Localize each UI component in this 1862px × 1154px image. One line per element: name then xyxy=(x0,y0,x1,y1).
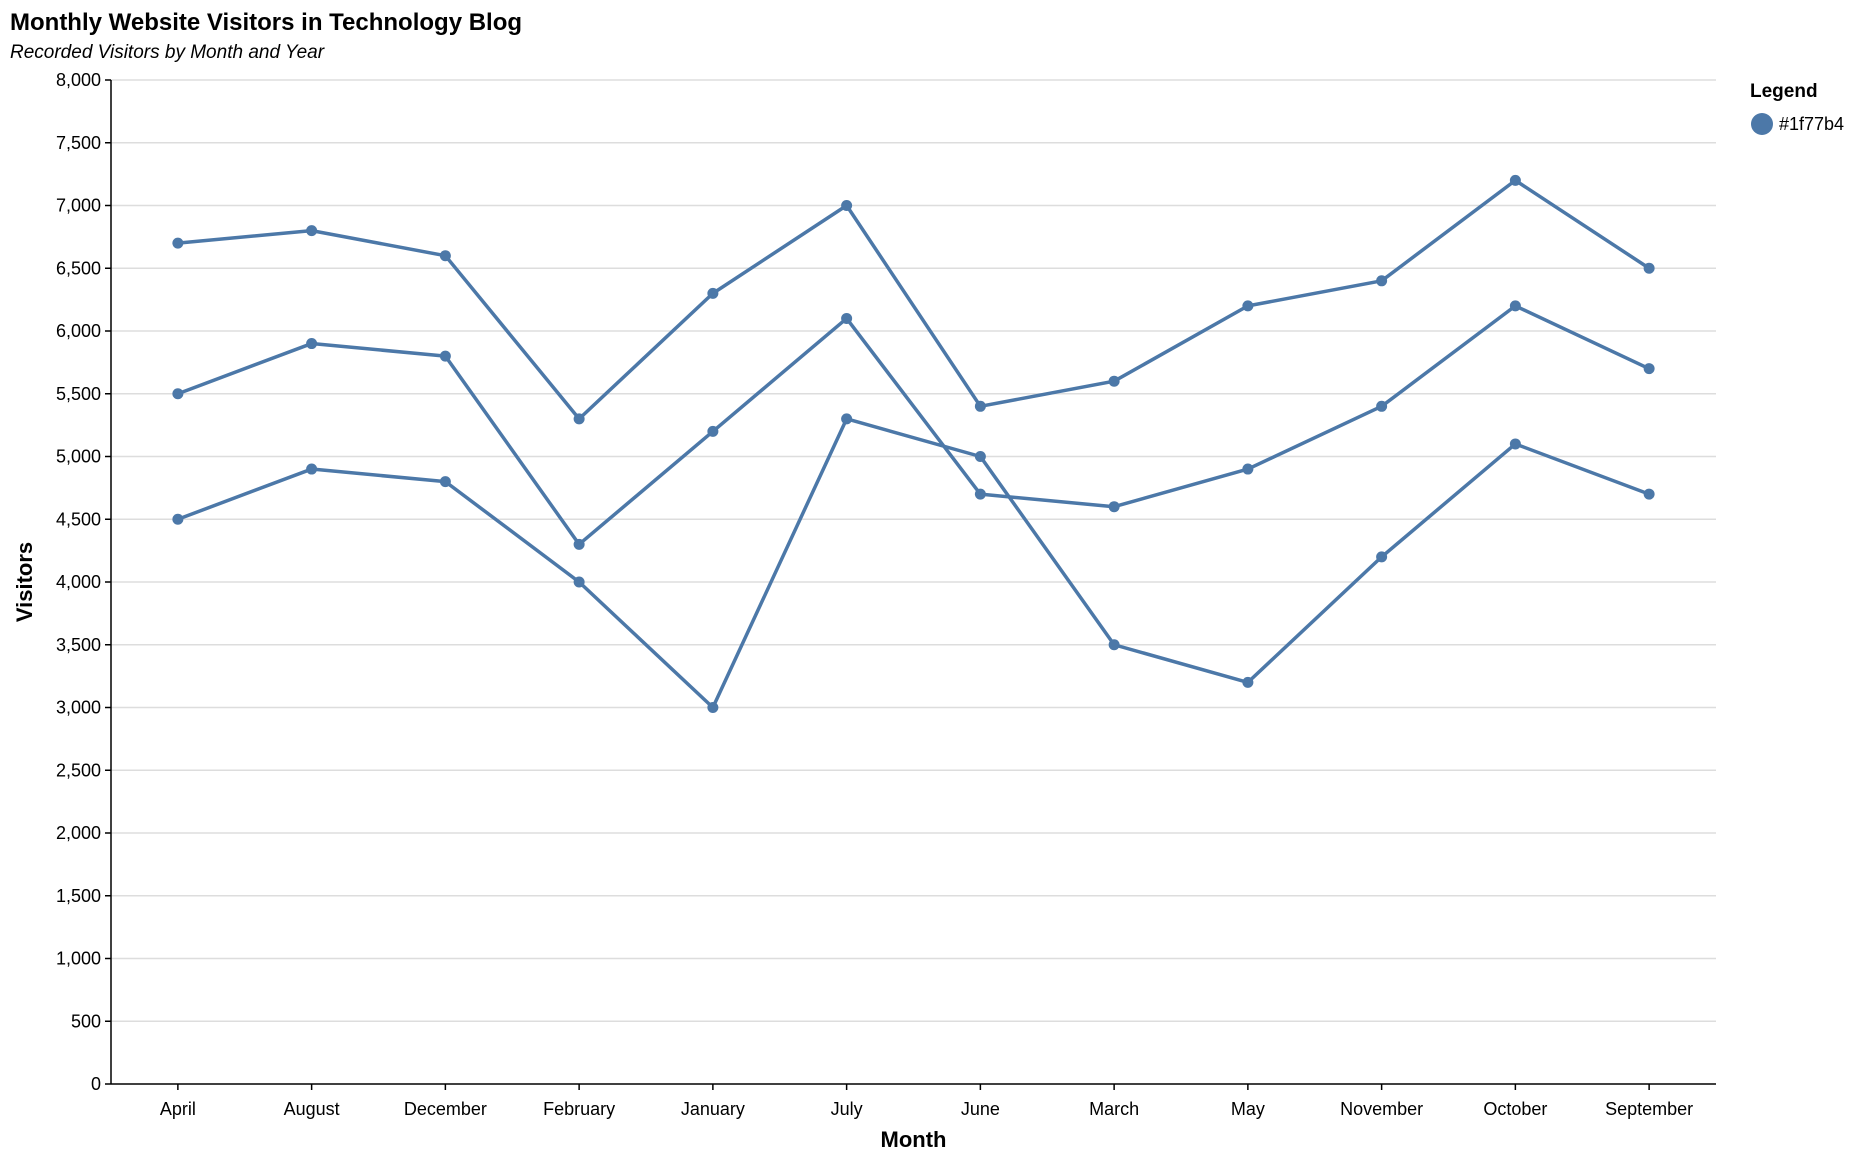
data-point xyxy=(1509,438,1521,450)
x-tick-label: November xyxy=(1340,1099,1423,1119)
series-line xyxy=(177,178,1651,421)
data-point xyxy=(1376,551,1388,563)
data-point xyxy=(172,513,184,525)
x-tick-label: June xyxy=(961,1099,1000,1119)
data-point xyxy=(1643,363,1655,375)
data-point xyxy=(306,463,318,475)
data-point xyxy=(1242,463,1254,475)
y-tick-label: 3,000 xyxy=(56,698,101,718)
data-point xyxy=(1376,275,1388,287)
data-point xyxy=(439,250,451,262)
data-point xyxy=(841,200,853,211)
y-tick-label: 2,000 xyxy=(56,823,101,843)
data-point xyxy=(974,400,986,412)
x-axis: April August December February January July Ju… xyxy=(111,1083,1716,1119)
y-tick-label: 0 xyxy=(91,1074,101,1094)
data-point xyxy=(172,388,184,400)
data-point xyxy=(1376,400,1388,412)
data-point xyxy=(1108,639,1120,651)
x-tick-label: December xyxy=(404,1099,487,1119)
y-tick-label: 6,000 xyxy=(56,321,101,341)
chart-title: Monthly Website Visitors in Technology B… xyxy=(10,9,522,36)
data-point xyxy=(707,702,719,713)
x-tick-label: July xyxy=(831,1099,863,1119)
y-tick-label: 6,500 xyxy=(56,258,101,278)
series-line xyxy=(177,304,1650,547)
data-point xyxy=(974,451,986,462)
data-point xyxy=(439,476,451,488)
data-point xyxy=(841,312,853,324)
legend-label: #1f77b4 xyxy=(1779,114,1844,134)
data-point xyxy=(306,338,318,350)
chart-subtitle: Recorded Visitors by Month and Year xyxy=(10,42,325,63)
data-point xyxy=(1242,676,1254,688)
y-tick-label: 5,000 xyxy=(56,447,101,467)
data-points xyxy=(172,174,1655,713)
data-point xyxy=(573,538,585,550)
data-point xyxy=(841,413,853,425)
y-tick-label: 3,500 xyxy=(56,635,101,655)
legend-symbol xyxy=(1751,113,1773,135)
y-tick-label: 8,000 xyxy=(56,70,101,90)
y-tick-label: 500 xyxy=(71,1011,101,1031)
data-point xyxy=(1242,300,1254,312)
data-point xyxy=(573,576,585,588)
x-tick-label: March xyxy=(1089,1099,1139,1119)
data-point xyxy=(1108,375,1120,387)
x-tick-label: January xyxy=(681,1099,745,1119)
data-point xyxy=(974,488,986,500)
x-tick-label: September xyxy=(1605,1099,1693,1119)
data-point xyxy=(573,413,585,425)
data-point xyxy=(1643,488,1655,500)
x-tick-label: May xyxy=(1231,1099,1265,1119)
x-tick-label: October xyxy=(1483,1099,1547,1119)
data-point xyxy=(172,237,184,249)
y-tick-label: 7,500 xyxy=(56,133,101,153)
y-tick-label: 4,500 xyxy=(56,509,101,529)
y-axis-title: Visitors xyxy=(12,542,37,622)
legend: Legend #1f77b4 xyxy=(1750,81,1844,135)
gridlines xyxy=(111,79,1716,1022)
data-point xyxy=(707,425,719,437)
y-axis: 0 500 1,000 1,500 2,000 2,500 3,000 3,500 4,000 4… xyxy=(56,70,112,1094)
data-point xyxy=(1643,262,1655,274)
data-point xyxy=(1108,501,1120,513)
legend-title: Legend xyxy=(1750,81,1818,102)
x-axis-title: Month xyxy=(881,1127,947,1152)
data-point xyxy=(707,287,719,299)
y-tick-label: 1,500 xyxy=(56,886,101,906)
x-tick-label: August xyxy=(284,1099,340,1119)
y-tick-label: 1,000 xyxy=(56,949,101,969)
y-tick-label: 4,000 xyxy=(56,572,101,592)
data-point xyxy=(439,350,451,362)
data-point xyxy=(306,225,318,237)
y-tick-label: 2,500 xyxy=(56,760,101,780)
y-tick-label: 7,000 xyxy=(56,196,101,216)
series-lines xyxy=(177,178,1651,710)
y-tick-label: 5,500 xyxy=(56,384,101,404)
x-tick-label: February xyxy=(543,1099,615,1119)
data-point xyxy=(1509,300,1521,312)
x-tick-label: April xyxy=(160,1099,196,1119)
data-point xyxy=(1509,174,1521,186)
series-line xyxy=(177,417,1650,710)
